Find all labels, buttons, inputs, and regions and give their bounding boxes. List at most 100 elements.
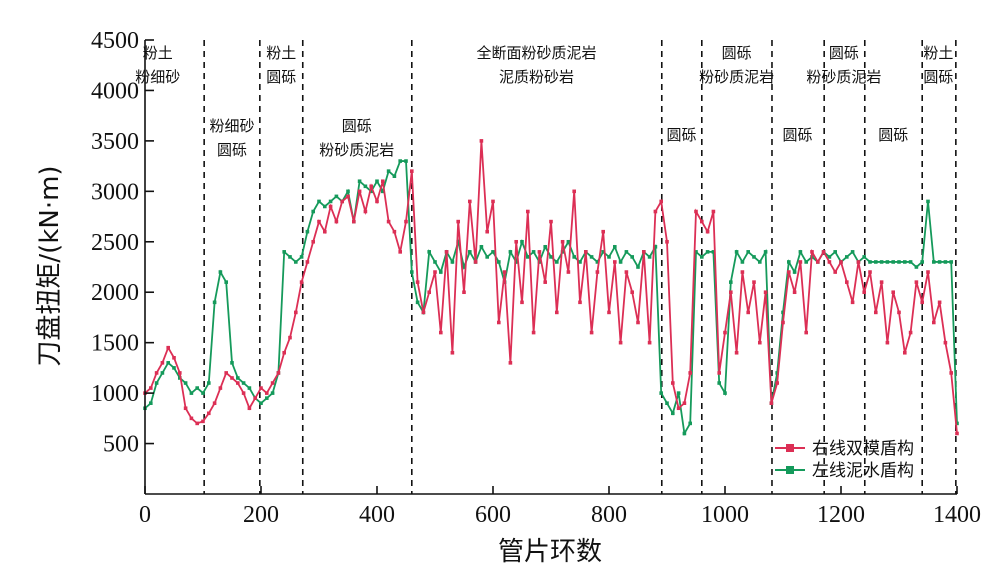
- data-point: [688, 421, 692, 426]
- data-point: [288, 255, 292, 259]
- zone-label: 圆砾: [666, 126, 696, 144]
- y-tick-label: 2000: [91, 280, 139, 306]
- data-point: [508, 361, 513, 365]
- data-point: [485, 229, 489, 234]
- x-tick-label: 400: [359, 502, 395, 528]
- data-point: [949, 260, 953, 264]
- data-point: [926, 199, 930, 204]
- data-point: [943, 260, 948, 264]
- data-point: [183, 381, 188, 385]
- data-point: [642, 250, 646, 254]
- data-point: [189, 416, 194, 421]
- data-point: [485, 255, 489, 259]
- data-point: [659, 391, 663, 395]
- data-point: [798, 260, 803, 264]
- data-point: [903, 350, 907, 355]
- zone-label: 全断面粉砂质泥岩: [476, 44, 596, 62]
- data-point: [908, 260, 913, 264]
- data-point: [178, 371, 182, 375]
- data-point: [618, 260, 623, 264]
- data-point: [479, 245, 484, 249]
- data-point: [462, 265, 466, 269]
- data-point: [357, 179, 362, 184]
- data-point: [937, 260, 942, 264]
- data-point: [369, 184, 373, 189]
- data-point: [595, 260, 600, 264]
- data-point: [311, 239, 315, 244]
- y-tick-label: 1000: [91, 381, 139, 407]
- data-point: [711, 209, 716, 214]
- x-tick-label: 200: [243, 502, 279, 528]
- data-point: [897, 310, 901, 315]
- data-point: [740, 260, 745, 264]
- y-tick-label: 4500: [91, 28, 139, 54]
- boundary-layer: 粉土粉细砂粉细砂圆砾粉土圆砾圆砾粉砂质泥岩全断面粉砂质泥岩泥质粉砂岩圆砾圆砾粉砂…: [135, 40, 957, 494]
- data-point: [723, 391, 727, 395]
- data-point: [671, 381, 675, 385]
- data-point: [392, 174, 397, 178]
- data-point: [932, 320, 936, 325]
- data-point: [740, 270, 745, 274]
- y-tick-label: 3500: [91, 129, 139, 155]
- data-point: [792, 290, 797, 295]
- zone-label: 粉土: [143, 44, 173, 62]
- data-point: [763, 250, 768, 254]
- data-point: [914, 265, 919, 269]
- data-point: [734, 250, 739, 254]
- data-point: [363, 209, 368, 214]
- data-point: [891, 260, 895, 264]
- data-point: [682, 401, 687, 405]
- data-point: [265, 396, 269, 400]
- zone-label: 圆砾: [923, 68, 953, 86]
- data-point: [230, 376, 234, 380]
- data-point: [868, 260, 872, 264]
- data-point: [259, 401, 263, 405]
- data-point: [160, 361, 165, 365]
- data-point: [711, 250, 716, 254]
- data-point: [172, 366, 176, 370]
- data-point: [874, 310, 878, 315]
- zone-label: 粉砂质泥岩: [319, 141, 394, 159]
- data-point: [543, 245, 547, 249]
- data-point: [943, 340, 948, 345]
- data-point: [346, 194, 350, 199]
- data-point: [369, 189, 373, 194]
- data-point: [926, 270, 930, 274]
- data-point: [705, 229, 710, 234]
- data-point: [903, 260, 907, 264]
- zone-label: 泥质粉砂岩: [499, 68, 574, 86]
- data-point: [363, 184, 368, 189]
- zone-label: 粉砂质泥岩: [699, 68, 774, 86]
- data-point: [334, 219, 339, 224]
- data-point: [578, 300, 582, 305]
- data-point: [810, 250, 814, 254]
- data-point: [653, 209, 658, 214]
- data-point: [781, 310, 785, 315]
- series-layer: [143, 139, 959, 437]
- data-point: [862, 255, 866, 259]
- y-tick-label: 500: [103, 432, 139, 458]
- data-point: [172, 356, 176, 360]
- data-point: [572, 255, 576, 259]
- zone-label: 粉细砂: [135, 68, 180, 86]
- data-point: [352, 219, 356, 224]
- data-point: [526, 209, 530, 214]
- data-point: [804, 260, 808, 264]
- data-point: [653, 245, 658, 249]
- series-line: [144, 140, 958, 434]
- data-point: [253, 396, 257, 400]
- data-point: [404, 219, 408, 224]
- data-point: [555, 310, 559, 315]
- data-point: [543, 280, 547, 284]
- data-point: [845, 255, 849, 259]
- data-point: [502, 270, 507, 274]
- zone-label: 圆砾: [217, 141, 247, 159]
- data-point: [520, 300, 524, 305]
- data-point: [410, 169, 414, 173]
- data-point: [375, 179, 379, 184]
- data-point: [154, 371, 159, 375]
- x-tick-label: 800: [591, 502, 627, 528]
- data-point: [955, 421, 959, 426]
- data-point: [827, 260, 832, 264]
- data-point: [618, 340, 623, 345]
